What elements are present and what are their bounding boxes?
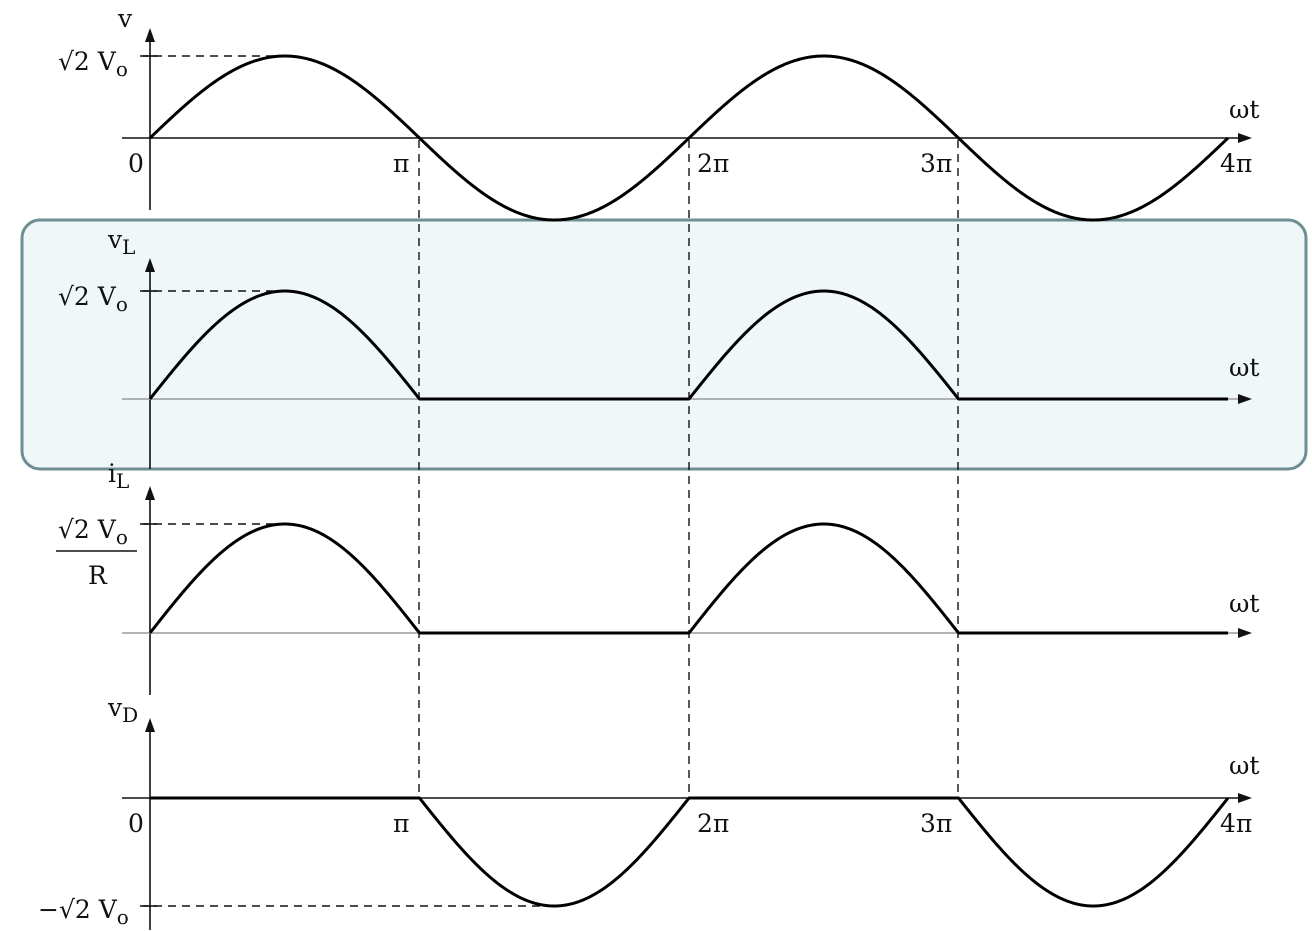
vd-xlabel: ωt bbox=[1229, 751, 1259, 780]
panel-vl: vL √2 Vo ωt bbox=[58, 225, 1259, 469]
vl-waveform bbox=[148, 289, 1228, 401]
il-waveform bbox=[148, 522, 1228, 635]
vd-tick-pi: π bbox=[393, 809, 409, 838]
vl-ylabel: vL bbox=[107, 225, 135, 259]
vd-ylabel: vD bbox=[107, 693, 138, 727]
panel-vd: vD −√2 Vo ωt 0 π 2π 3π 4π bbox=[38, 693, 1259, 930]
v-tick-pi: π bbox=[393, 149, 409, 178]
v-tick-4pi: 4π bbox=[1220, 149, 1252, 178]
vl-x-arrow bbox=[1238, 394, 1252, 404]
il-xlabel: ωt bbox=[1229, 589, 1259, 618]
vd-y-arrow bbox=[145, 718, 155, 732]
vd-tick-2pi: 2π bbox=[697, 809, 729, 838]
v-peak-label: √2 Vo bbox=[58, 47, 128, 81]
vd-tick-0: 0 bbox=[128, 809, 144, 838]
il-peak-numerator: √2 Vo bbox=[58, 515, 128, 549]
v-tick-0: 0 bbox=[128, 149, 144, 178]
v-xlabel: ωt bbox=[1229, 95, 1259, 124]
vl-peak-label: √2 Vo bbox=[58, 282, 128, 316]
vd-tick-4pi: 4π bbox=[1220, 809, 1252, 838]
vd-trough-label: −√2 Vo bbox=[38, 895, 129, 929]
il-x-arrow bbox=[1238, 628, 1252, 638]
v-waveform bbox=[148, 54, 1230, 222]
phase-guides bbox=[418, 140, 959, 798]
vd-tick-3pi: 3π bbox=[920, 809, 952, 838]
vd-waveform bbox=[150, 796, 1230, 908]
il-y-arrow bbox=[145, 486, 155, 500]
vl-y-arrow bbox=[145, 258, 155, 272]
v-y-arrow bbox=[145, 28, 155, 42]
vl-highlight-box bbox=[20, 218, 1308, 471]
panel-v: v √2 Vo ωt 0 π 2π 3π 4π bbox=[58, 4, 1259, 222]
il-ylabel: iL bbox=[108, 459, 129, 493]
v-tick-3pi: 3π bbox=[920, 149, 952, 178]
panel-il: iL √2 Vo R ωt bbox=[56, 459, 1259, 695]
v-x-arrow bbox=[1238, 133, 1252, 143]
vl-xlabel: ωt bbox=[1229, 353, 1259, 382]
vd-x-arrow bbox=[1238, 793, 1252, 803]
il-peak-denominator: R bbox=[88, 561, 108, 590]
v-ylabel: v bbox=[117, 4, 133, 33]
v-tick-2pi: 2π bbox=[697, 149, 729, 178]
